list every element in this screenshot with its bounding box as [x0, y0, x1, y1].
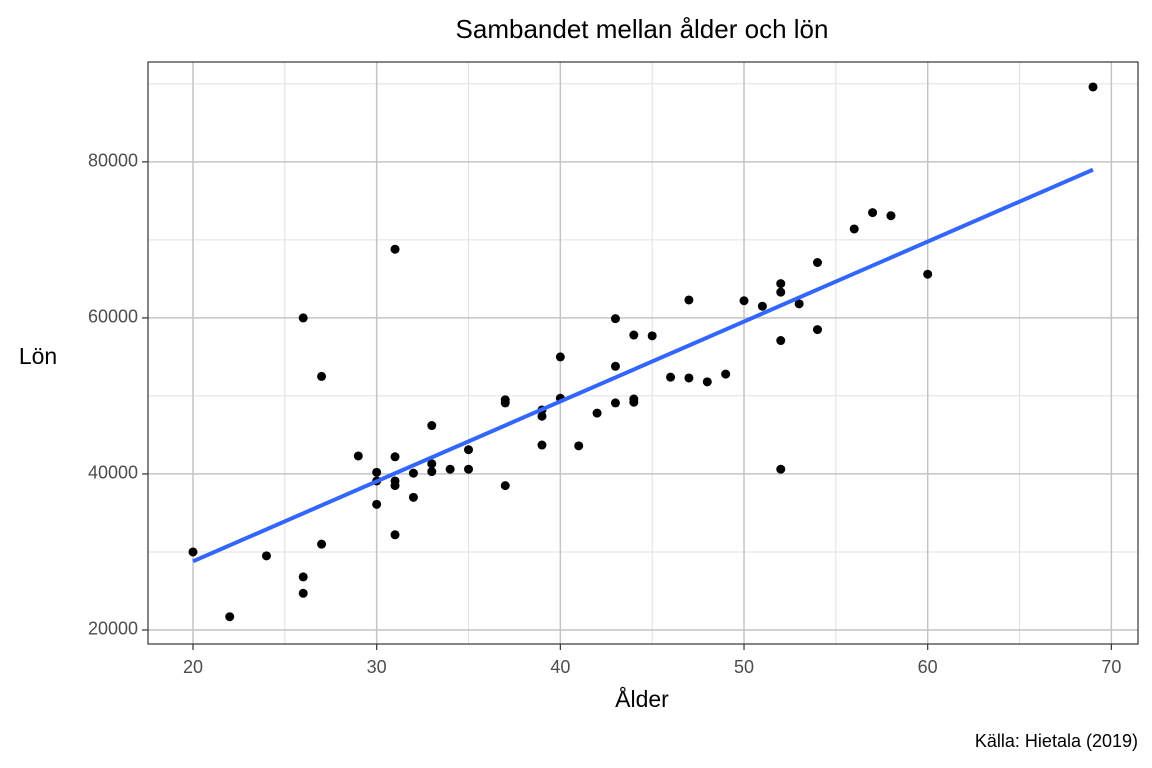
point: [390, 452, 400, 462]
caption: Källa: Hietala (2019): [975, 731, 1138, 751]
x-axis-label: Ålder: [615, 685, 669, 712]
x-tick-label: 20: [183, 657, 203, 677]
point: [739, 296, 749, 306]
point: [757, 301, 767, 311]
point: [500, 398, 510, 408]
point: [684, 295, 694, 305]
x-tick-label: 60: [918, 657, 938, 677]
panel-border: [147, 61, 1139, 645]
point: [427, 459, 437, 469]
point: [923, 269, 933, 279]
point: [353, 451, 363, 461]
point: [647, 331, 657, 341]
point: [794, 299, 804, 309]
point: [776, 464, 786, 474]
chart-title: Sambandet mellan ålder och lön: [456, 14, 829, 44]
point: [372, 499, 382, 509]
point: [464, 445, 474, 455]
y-axis-label: Lön: [19, 343, 57, 369]
point: [868, 208, 878, 218]
point: [592, 408, 602, 418]
point: [629, 330, 639, 340]
point: [574, 441, 584, 451]
point: [610, 398, 620, 408]
point: [188, 547, 198, 557]
point: [390, 244, 400, 254]
point: [445, 464, 455, 474]
point: [610, 314, 620, 324]
point: [298, 572, 308, 582]
point: [261, 551, 271, 561]
x-tick-label: 70: [1101, 657, 1121, 677]
point: [610, 361, 620, 371]
point: [427, 421, 437, 431]
point: [537, 440, 547, 450]
point: [776, 336, 786, 346]
point: [317, 371, 327, 381]
point: [500, 481, 510, 491]
point: [225, 612, 235, 622]
point: [317, 539, 327, 549]
y-tick-label: 80000: [88, 151, 138, 171]
point: [372, 467, 382, 477]
y-tick-label: 20000: [88, 619, 138, 639]
point: [849, 224, 859, 234]
x-tick-label: 50: [734, 657, 754, 677]
y-tick-label: 60000: [88, 307, 138, 327]
point: [1088, 82, 1098, 92]
trend-line: [192, 167, 1094, 564]
point: [702, 377, 712, 387]
x-tick-label: 30: [367, 657, 387, 677]
point: [812, 258, 822, 268]
point: [537, 411, 547, 421]
point: [390, 530, 400, 540]
point: [776, 287, 786, 297]
point: [666, 372, 676, 382]
point: [684, 373, 694, 383]
point: [408, 492, 418, 502]
point: [776, 279, 786, 289]
point: [427, 467, 437, 477]
point: [629, 397, 639, 407]
point: [464, 464, 474, 474]
point: [408, 468, 418, 478]
point: [812, 325, 822, 335]
point: [298, 588, 308, 598]
point: [555, 352, 565, 362]
point: [298, 313, 308, 323]
y-tick-label: 40000: [88, 463, 138, 483]
point: [886, 211, 896, 221]
point: [721, 369, 731, 379]
x-tick-label: 40: [550, 657, 570, 677]
point: [390, 481, 400, 491]
